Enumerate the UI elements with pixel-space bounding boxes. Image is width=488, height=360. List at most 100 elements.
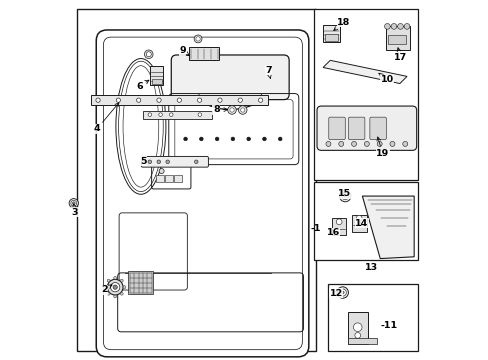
Circle shape — [116, 98, 120, 102]
Circle shape — [404, 23, 409, 29]
Circle shape — [336, 287, 348, 298]
Bar — [151, 79, 162, 84]
Circle shape — [159, 113, 162, 116]
Circle shape — [136, 98, 141, 102]
Text: 15: 15 — [337, 189, 350, 198]
FancyBboxPatch shape — [348, 117, 364, 140]
Bar — [328, 284, 417, 351]
Circle shape — [198, 113, 201, 116]
Circle shape — [148, 113, 151, 116]
Bar — [313, 9, 417, 180]
Bar — [156, 175, 163, 182]
FancyBboxPatch shape — [369, 117, 386, 140]
Circle shape — [72, 202, 75, 204]
Circle shape — [114, 276, 116, 279]
Circle shape — [177, 98, 181, 102]
Circle shape — [144, 50, 153, 59]
FancyBboxPatch shape — [96, 30, 308, 357]
Text: 12: 12 — [329, 289, 342, 298]
Circle shape — [157, 98, 161, 102]
Circle shape — [104, 286, 107, 289]
Text: -1: -1 — [310, 224, 321, 233]
Circle shape — [69, 199, 78, 208]
FancyBboxPatch shape — [141, 157, 208, 167]
Circle shape — [231, 137, 234, 141]
Circle shape — [390, 23, 396, 29]
FancyBboxPatch shape — [328, 117, 345, 140]
Circle shape — [227, 106, 236, 114]
Circle shape — [199, 137, 203, 141]
Circle shape — [71, 201, 77, 206]
Text: 8: 8 — [212, 105, 227, 114]
Bar — [331, 218, 346, 235]
Text: 16: 16 — [326, 228, 339, 237]
Circle shape — [336, 219, 341, 225]
Circle shape — [123, 286, 125, 289]
Circle shape — [238, 106, 246, 114]
Circle shape — [114, 295, 116, 298]
Bar — [189, 47, 219, 60]
Circle shape — [238, 98, 242, 102]
Bar — [91, 95, 267, 105]
Circle shape — [262, 137, 265, 141]
Circle shape — [157, 160, 160, 163]
Text: 14: 14 — [354, 219, 367, 228]
Text: 4: 4 — [94, 103, 119, 134]
Circle shape — [376, 141, 381, 147]
Circle shape — [389, 141, 394, 147]
Circle shape — [146, 52, 151, 57]
FancyBboxPatch shape — [171, 55, 288, 100]
Circle shape — [217, 98, 222, 102]
Bar — [323, 25, 340, 42]
Circle shape — [110, 283, 120, 292]
Polygon shape — [362, 196, 413, 258]
Text: 5: 5 — [140, 157, 147, 166]
Circle shape — [402, 141, 407, 147]
Circle shape — [107, 279, 110, 282]
Bar — [324, 34, 338, 41]
Circle shape — [351, 141, 356, 147]
Circle shape — [120, 292, 123, 295]
Circle shape — [341, 291, 344, 294]
Text: 9: 9 — [179, 46, 189, 55]
Bar — [165, 175, 173, 182]
Text: 3: 3 — [71, 204, 78, 217]
Circle shape — [194, 160, 198, 163]
Circle shape — [240, 108, 244, 112]
Text: 17: 17 — [393, 48, 407, 62]
Circle shape — [397, 23, 403, 29]
FancyBboxPatch shape — [316, 106, 416, 150]
Bar — [149, 66, 163, 85]
Circle shape — [197, 98, 202, 102]
Circle shape — [354, 333, 360, 338]
Circle shape — [183, 137, 187, 141]
Circle shape — [339, 190, 350, 202]
Circle shape — [169, 113, 173, 116]
Bar — [385, 26, 409, 50]
Circle shape — [325, 141, 330, 147]
Circle shape — [364, 141, 368, 147]
Text: 18: 18 — [333, 18, 350, 31]
Bar — [347, 338, 376, 344]
Circle shape — [356, 215, 361, 221]
Circle shape — [353, 323, 361, 332]
Bar — [128, 271, 153, 294]
Text: 2: 2 — [101, 285, 112, 294]
Circle shape — [339, 289, 346, 296]
Bar — [387, 35, 406, 44]
Text: -11: -11 — [380, 321, 397, 330]
Circle shape — [159, 168, 164, 174]
Circle shape — [148, 160, 151, 163]
Bar — [313, 182, 417, 260]
Polygon shape — [323, 60, 406, 84]
Circle shape — [384, 23, 389, 29]
Bar — [77, 9, 315, 351]
Circle shape — [194, 35, 202, 43]
Circle shape — [165, 160, 169, 163]
Circle shape — [107, 292, 110, 295]
Circle shape — [341, 193, 348, 200]
Text: 6: 6 — [136, 80, 149, 91]
Circle shape — [107, 279, 123, 295]
Circle shape — [343, 195, 346, 198]
Bar — [351, 215, 366, 232]
